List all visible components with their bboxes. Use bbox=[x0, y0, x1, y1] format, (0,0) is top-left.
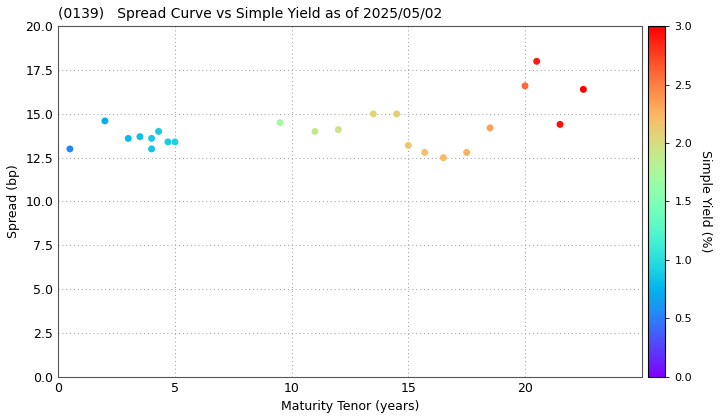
Y-axis label: Spread (bp): Spread (bp) bbox=[7, 165, 20, 238]
Point bbox=[531, 58, 542, 65]
Point bbox=[162, 139, 174, 145]
Point bbox=[485, 124, 496, 131]
Point bbox=[402, 142, 414, 149]
Point bbox=[146, 146, 158, 152]
Point bbox=[438, 154, 449, 161]
Point bbox=[577, 86, 589, 93]
Point bbox=[554, 121, 566, 128]
Point bbox=[169, 139, 181, 145]
Point bbox=[419, 149, 431, 156]
Point bbox=[274, 119, 286, 126]
Point bbox=[64, 146, 76, 152]
Point bbox=[146, 135, 158, 142]
Point bbox=[309, 128, 320, 135]
Point bbox=[134, 133, 145, 140]
Point bbox=[122, 135, 134, 142]
Point bbox=[391, 110, 402, 117]
X-axis label: Maturity Tenor (years): Maturity Tenor (years) bbox=[281, 400, 419, 413]
Point bbox=[99, 118, 111, 124]
Point bbox=[153, 128, 164, 135]
Point bbox=[519, 82, 531, 89]
Point bbox=[333, 126, 344, 133]
Text: (0139)   Spread Curve vs Simple Yield as of 2025/05/02: (0139) Spread Curve vs Simple Yield as o… bbox=[58, 7, 443, 21]
Point bbox=[367, 110, 379, 117]
Y-axis label: Simple Yield (%): Simple Yield (%) bbox=[698, 150, 711, 253]
Point bbox=[461, 149, 472, 156]
